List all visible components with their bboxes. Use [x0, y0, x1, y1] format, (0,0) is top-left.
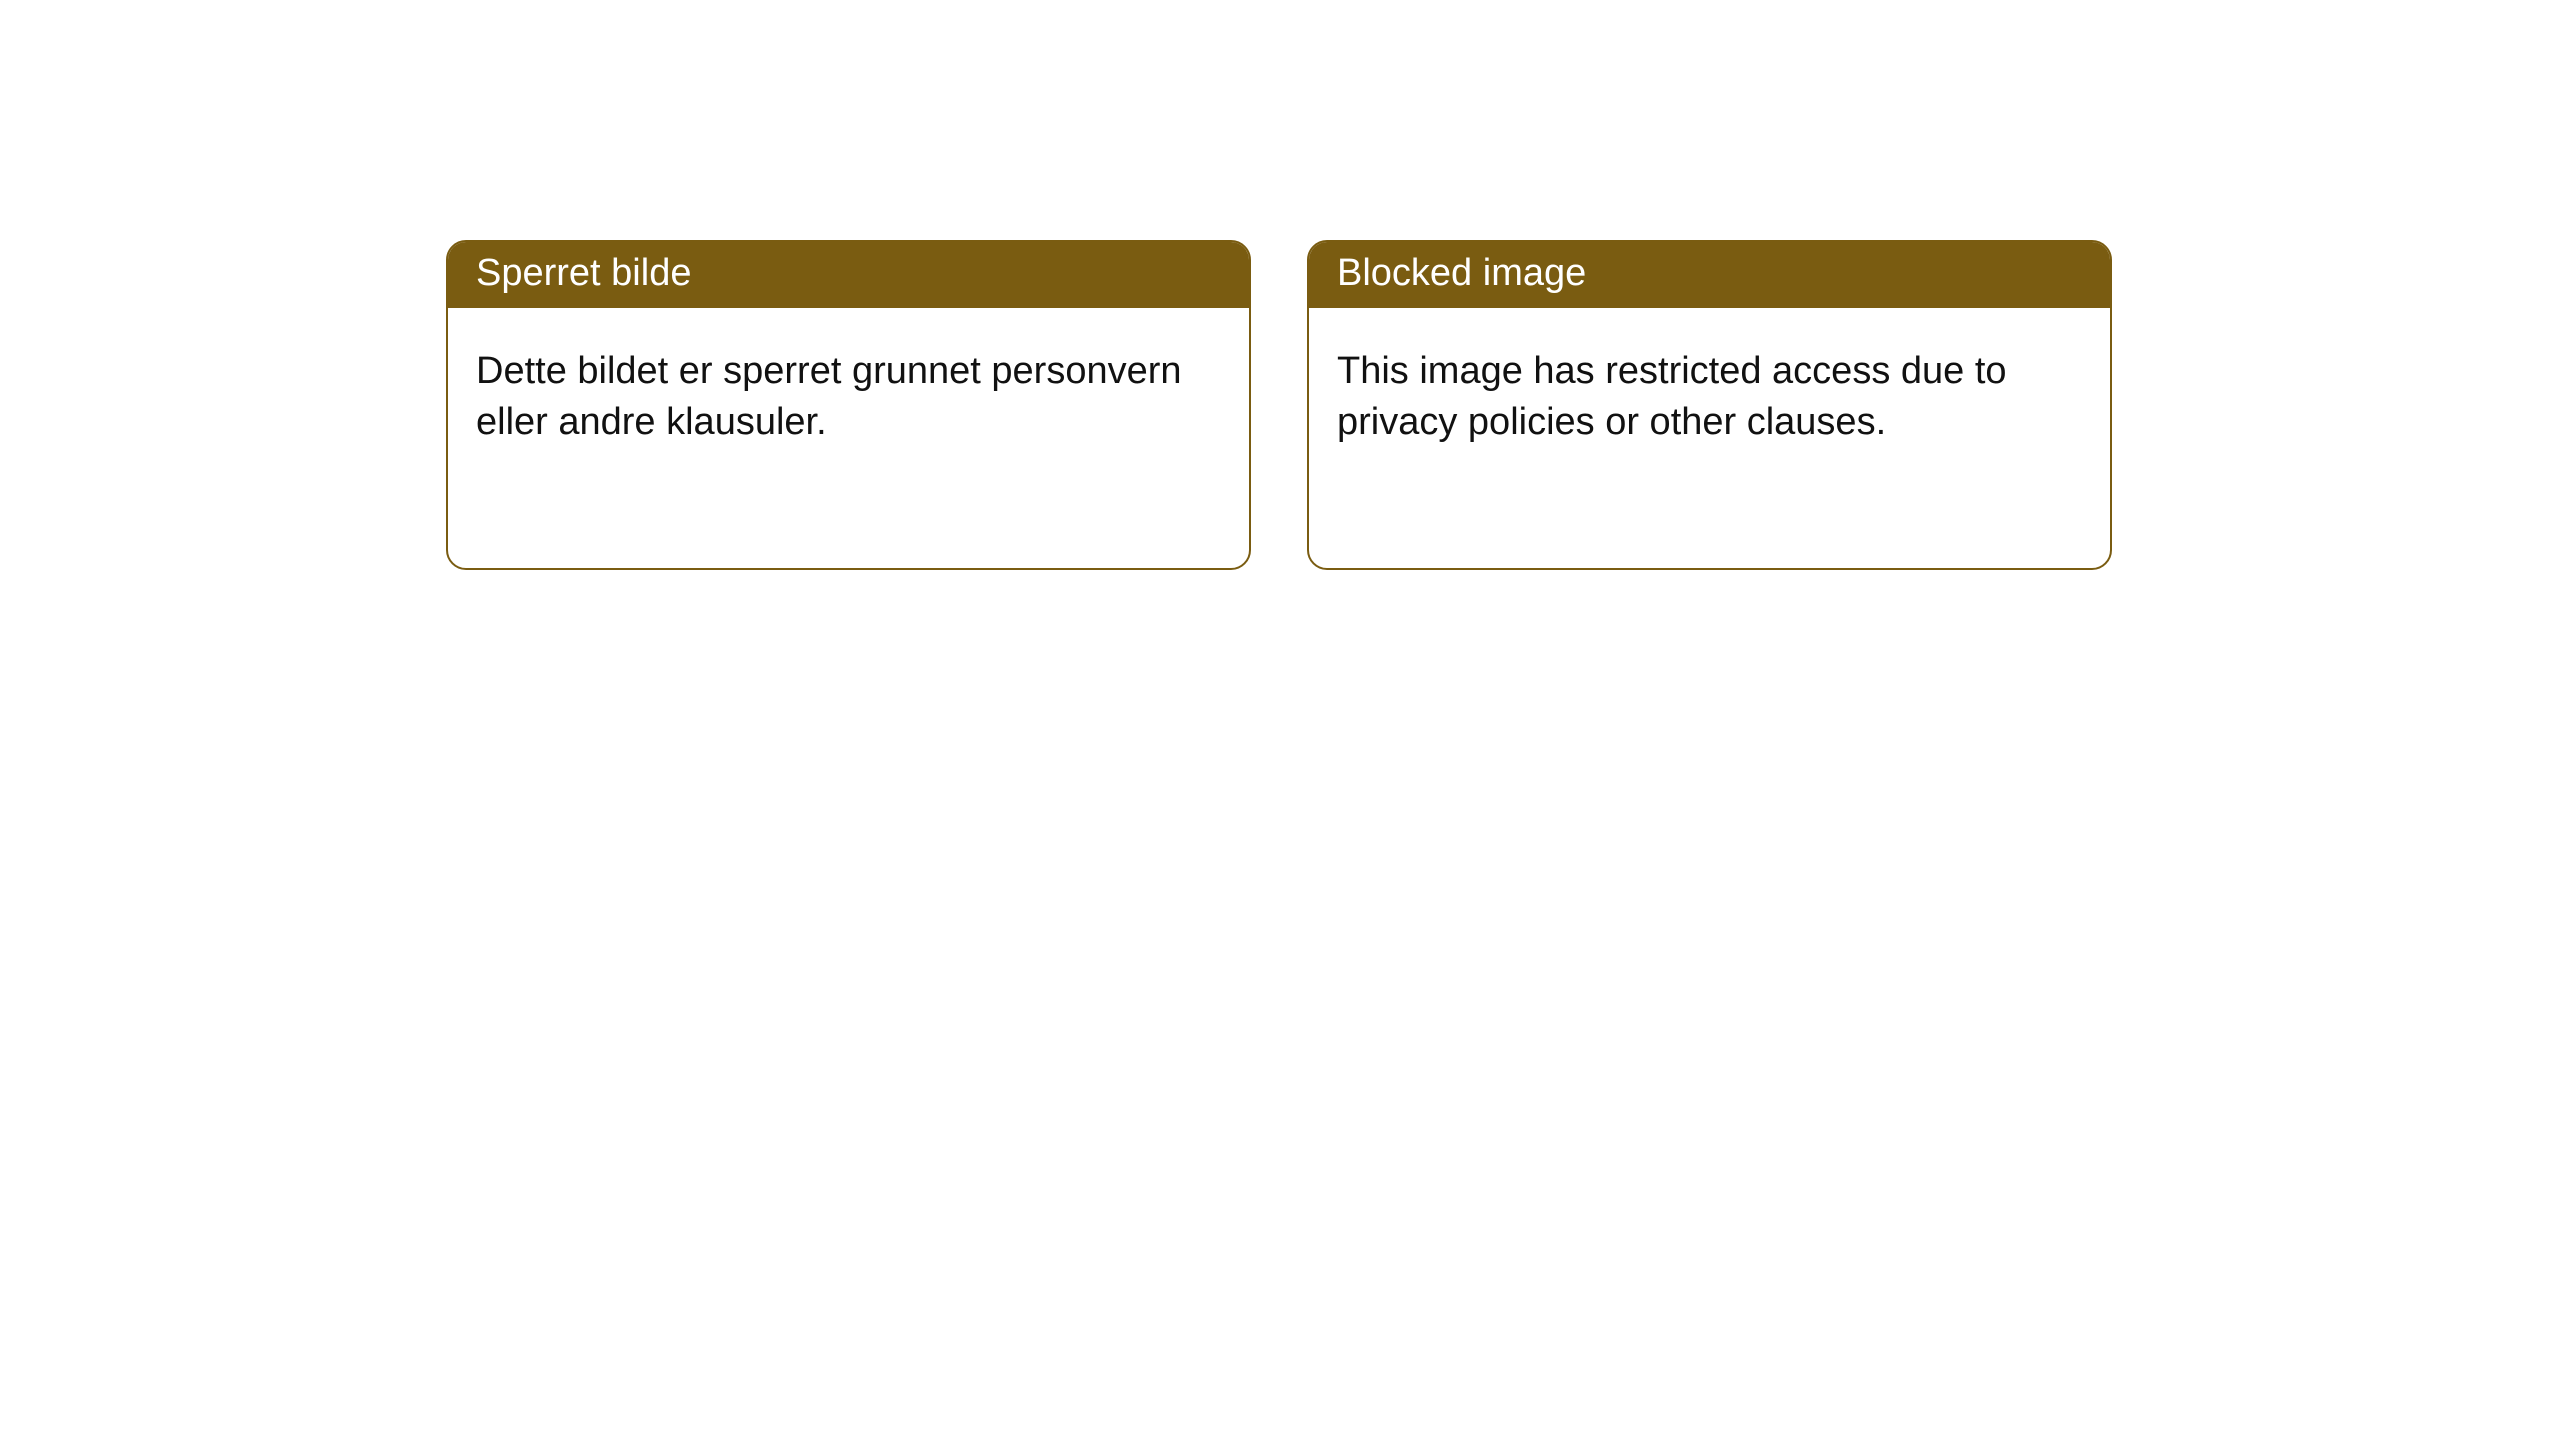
- card-body-en: This image has restricted access due to …: [1309, 308, 2110, 568]
- card-body-text-no: Dette bildet er sperret grunnet personve…: [476, 346, 1221, 449]
- card-body-text-en: This image has restricted access due to …: [1337, 346, 2082, 449]
- blocked-image-card-en: Blocked image This image has restricted …: [1307, 240, 2112, 570]
- card-body-no: Dette bildet er sperret grunnet personve…: [448, 308, 1249, 568]
- blocked-image-card-no: Sperret bilde Dette bildet er sperret gr…: [446, 240, 1251, 570]
- cards-row: Sperret bilde Dette bildet er sperret gr…: [446, 240, 2112, 570]
- page-root: Sperret bilde Dette bildet er sperret gr…: [0, 0, 2560, 1440]
- card-header-no: Sperret bilde: [448, 242, 1249, 308]
- card-header-en: Blocked image: [1309, 242, 2110, 308]
